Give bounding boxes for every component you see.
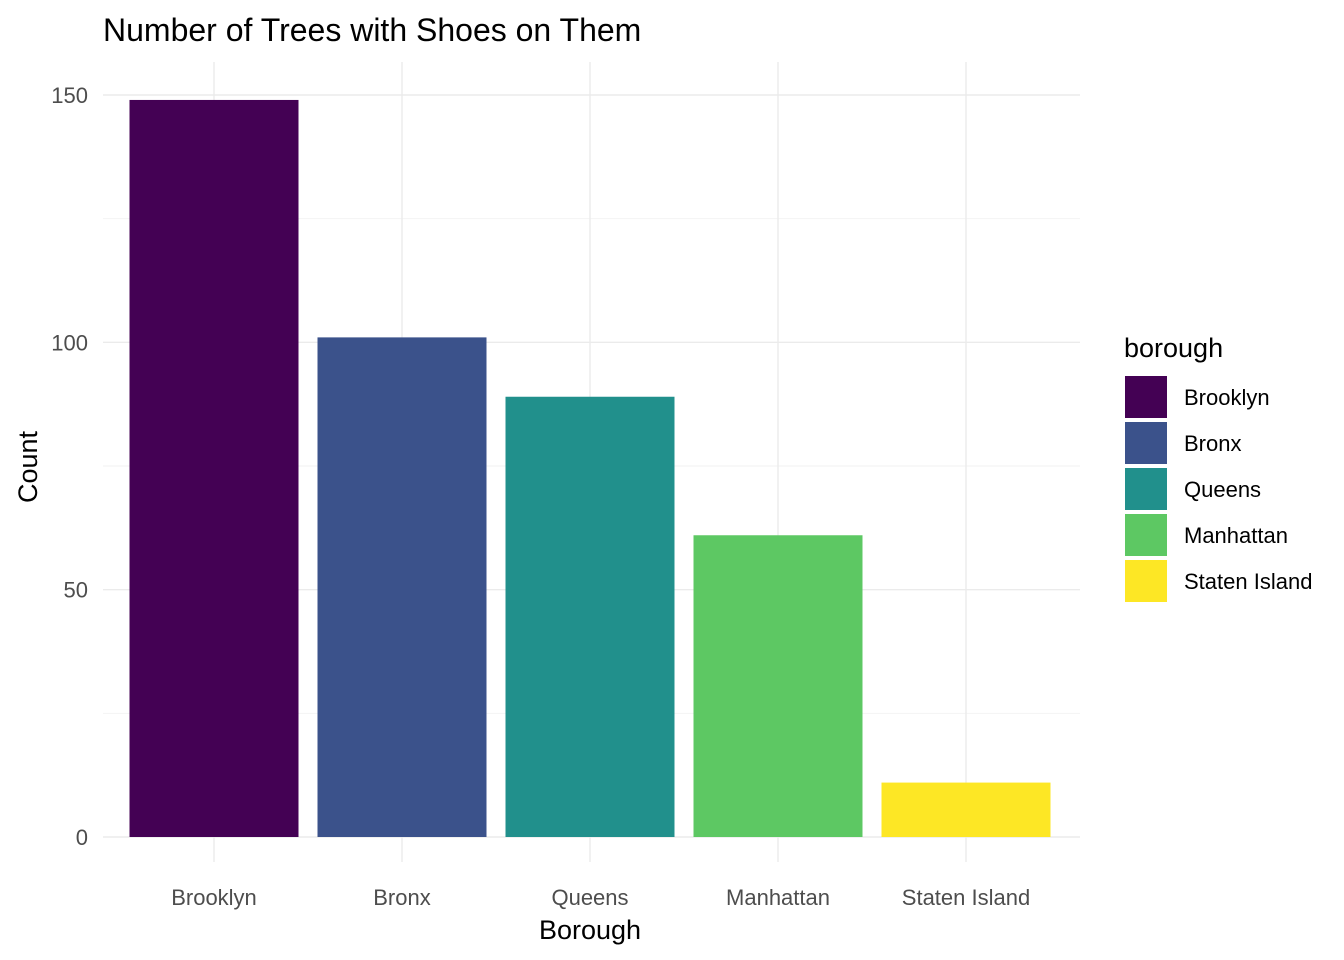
legend-label: Bronx bbox=[1184, 431, 1241, 456]
legend-swatch bbox=[1125, 422, 1167, 464]
y-tick-label: 150 bbox=[51, 83, 88, 108]
legend-label: Manhattan bbox=[1184, 523, 1288, 548]
bar-brooklyn bbox=[129, 99, 299, 838]
legend-swatch bbox=[1125, 468, 1167, 510]
x-tick-label: Brooklyn bbox=[171, 885, 257, 910]
legend-label: Staten Island bbox=[1184, 569, 1312, 594]
tick-labels: 0 50 100 150 Brooklyn Bronx Queens Manhattan Sta… bbox=[51, 83, 1030, 910]
x-tick-label: Queens bbox=[551, 885, 628, 910]
y-tick-label: 0 bbox=[76, 825, 88, 850]
y-tick-label: 50 bbox=[64, 578, 88, 603]
x-axis-title: Borough bbox=[539, 915, 641, 945]
legend: borough Brooklyn Bronx Queens Manhattan Stat… bbox=[1124, 333, 1312, 602]
legend-label: Queens bbox=[1184, 477, 1261, 502]
legend-swatch bbox=[1125, 514, 1167, 556]
x-tick-label: Manhattan bbox=[726, 885, 830, 910]
legend-item: Queens bbox=[1125, 468, 1261, 510]
legend-item: Brooklyn bbox=[1125, 376, 1270, 418]
legend-swatch bbox=[1125, 560, 1167, 602]
chart-title: Number of Trees with Shoes on Them bbox=[103, 12, 641, 48]
legend-items: Brooklyn Bronx Queens Manhattan Staten Islan… bbox=[1125, 376, 1312, 602]
legend-swatch bbox=[1125, 376, 1167, 418]
bar-queens bbox=[505, 396, 675, 837]
bar-bronx bbox=[317, 337, 487, 837]
x-tick-label: Bronx bbox=[373, 885, 430, 910]
x-tick-label: Staten Island bbox=[902, 885, 1030, 910]
legend-item: Bronx bbox=[1125, 422, 1241, 464]
bars bbox=[129, 99, 1051, 838]
legend-item: Manhattan bbox=[1125, 514, 1288, 556]
legend-title: borough bbox=[1124, 333, 1223, 363]
legend-label: Brooklyn bbox=[1184, 385, 1270, 410]
y-tick-label: 100 bbox=[51, 330, 88, 355]
bar-staten-island bbox=[881, 782, 1051, 837]
y-axis-title: Count bbox=[13, 430, 43, 503]
legend-item: Staten Island bbox=[1125, 560, 1312, 602]
bar-manhattan bbox=[693, 535, 863, 837]
